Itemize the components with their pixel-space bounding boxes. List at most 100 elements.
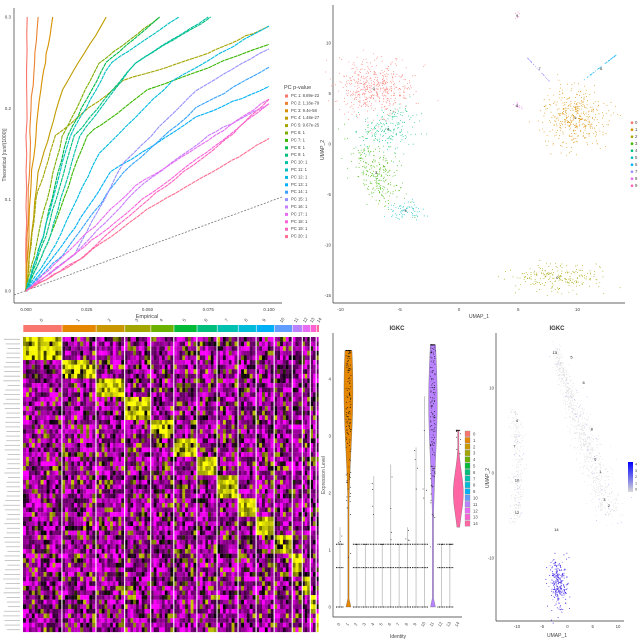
cluster-0-point	[388, 105, 390, 107]
cluster-3-point	[382, 180, 384, 182]
heatmap-cell	[187, 429, 191, 434]
cluster-3-point	[387, 203, 389, 205]
cluster-0-point	[370, 103, 372, 105]
heatmap-cell	[185, 415, 188, 421]
heatmap-cell	[307, 346, 310, 351]
heatmap-cell	[40, 415, 44, 421]
cluster-4-point	[404, 135, 406, 137]
heatmap-cell	[173, 355, 177, 361]
heatmap-cell	[307, 364, 310, 370]
cluster-0-point	[367, 76, 369, 78]
heatmap-cell	[298, 373, 302, 379]
heatmap-cell	[118, 470, 122, 476]
heatmap-cell	[256, 401, 260, 407]
legend-label: 6	[635, 162, 638, 167]
cluster-5-point	[391, 216, 393, 218]
heatmap-cell	[249, 466, 253, 471]
cluster-0-point	[398, 89, 400, 91]
heatmap-cell	[205, 383, 209, 388]
cluster-5-point	[401, 215, 403, 217]
heatmap-cell	[185, 470, 188, 476]
heatmap-cell	[199, 406, 203, 411]
heatmap-cell	[304, 419, 308, 425]
heatmap-cell	[34, 419, 38, 425]
heatmap-cell	[147, 433, 151, 439]
cluster-3-point	[377, 172, 378, 174]
heatmap-cell	[31, 470, 35, 476]
heatmap-cell	[238, 429, 242, 434]
heatmap-cell	[104, 429, 108, 434]
heatmap-cell	[202, 355, 206, 361]
cluster-3-point	[362, 166, 363, 168]
heatmap-cell	[310, 396, 314, 402]
heatmap-cell	[96, 452, 100, 457]
heatmap-cell	[256, 346, 260, 351]
cluster-1-point	[579, 119, 581, 121]
heatmap-cell	[170, 396, 174, 402]
heatmap-cell	[112, 387, 116, 393]
cluster-4-point	[381, 116, 383, 118]
heatmap-cell	[34, 410, 38, 416]
cluster-2-point	[537, 282, 539, 284]
heatmap-cell	[234, 337, 238, 342]
cluster-1-point	[579, 94, 581, 96]
cluster-4-point	[365, 131, 367, 133]
heatmap-cell	[182, 424, 186, 430]
heatmap-cell	[274, 373, 278, 379]
heatmap-cell	[267, 461, 271, 467]
cluster-4-point	[392, 129, 394, 131]
heatmap-cell	[302, 424, 305, 430]
heatmap-cell	[144, 461, 148, 467]
heatmap-cell	[159, 406, 163, 411]
heatmap-cell	[304, 438, 308, 444]
heatmap-cell	[25, 433, 29, 439]
heatmap-cell	[173, 373, 177, 379]
heatmap-cell	[187, 383, 191, 388]
heatmap-cell	[31, 466, 35, 471]
cluster-3-point	[368, 152, 370, 154]
legend-key	[285, 94, 288, 98]
cluster-4-point	[373, 127, 375, 129]
heatmap-cell	[176, 452, 180, 457]
heatmap-cell	[68, 406, 72, 411]
heatmap-cell	[68, 383, 72, 388]
heatmap-cell	[176, 419, 180, 425]
heatmap-cell	[262, 396, 265, 402]
cluster-0-point	[357, 85, 359, 87]
heatmap-cell	[288, 396, 292, 402]
heatmap-cell	[127, 429, 131, 434]
heatmap-cell	[101, 466, 105, 471]
cluster-2-point	[593, 276, 595, 278]
heatmap-cell	[49, 438, 53, 444]
heatmap-cell	[173, 406, 177, 411]
heatmap-cell	[144, 456, 148, 462]
heatmap-cell	[312, 392, 316, 398]
heatmap-cell	[159, 429, 163, 434]
heatmap-cell	[28, 438, 32, 444]
cluster-2-point	[552, 274, 554, 276]
heatmap-cell	[118, 364, 122, 370]
heatmap-cell	[49, 396, 53, 402]
cluster-3-point	[363, 165, 365, 167]
heatmap-cell	[55, 461, 59, 467]
heatmap-cell	[110, 466, 113, 471]
cluster-2-point	[518, 288, 520, 290]
heatmap-cell	[274, 443, 278, 448]
heatmap-cell	[112, 470, 116, 476]
cluster-1-point	[545, 105, 547, 107]
heatmap-cell	[179, 438, 183, 444]
heatmap-cell	[136, 350, 139, 356]
heatmap-cell	[77, 447, 81, 453]
cluster-0-point	[381, 94, 383, 96]
cluster-3-point	[388, 191, 390, 193]
heatmap-cell	[71, 373, 75, 379]
heatmap-cell	[89, 461, 93, 467]
heatmap-cell	[185, 387, 188, 393]
heatmap-cell	[127, 392, 131, 398]
heatmap-cell	[256, 341, 260, 347]
heatmap-cell	[86, 337, 90, 342]
heatmap-cell	[256, 406, 260, 411]
heatmap-cell	[68, 341, 72, 347]
heatmap-cell	[136, 346, 139, 351]
heatmap-cell	[282, 373, 286, 379]
